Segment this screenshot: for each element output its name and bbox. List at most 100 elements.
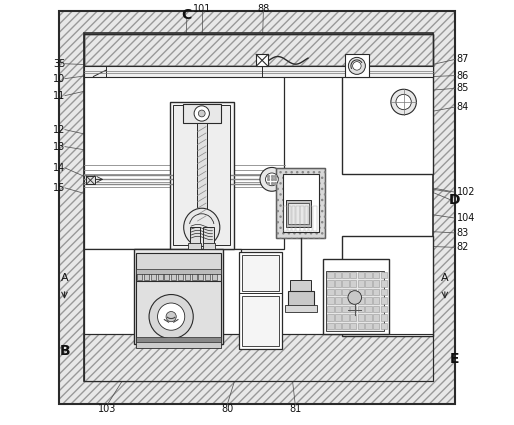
Text: 87: 87 xyxy=(457,54,469,65)
Text: 86: 86 xyxy=(457,71,469,81)
Bar xyxy=(350,323,356,329)
Bar xyxy=(144,271,149,280)
Circle shape xyxy=(348,57,365,74)
Circle shape xyxy=(149,295,193,339)
Bar xyxy=(342,289,349,295)
Bar xyxy=(342,236,432,336)
Bar xyxy=(373,280,379,287)
Bar xyxy=(342,272,349,278)
Bar xyxy=(182,104,221,123)
Bar xyxy=(335,314,341,321)
Bar xyxy=(381,280,387,287)
Bar xyxy=(365,289,372,295)
Bar xyxy=(373,306,379,312)
Text: 81: 81 xyxy=(289,404,301,414)
Bar xyxy=(84,33,432,381)
Circle shape xyxy=(194,106,209,121)
Bar xyxy=(283,174,319,232)
Bar xyxy=(373,314,379,321)
Bar xyxy=(203,227,214,244)
Circle shape xyxy=(348,291,361,304)
Text: 13: 13 xyxy=(53,142,65,152)
Bar xyxy=(381,297,387,304)
Text: 88: 88 xyxy=(257,3,269,14)
Bar xyxy=(335,297,341,304)
Bar xyxy=(313,206,317,231)
Circle shape xyxy=(166,312,176,322)
Bar xyxy=(188,243,201,249)
Bar xyxy=(358,280,364,287)
Text: 84: 84 xyxy=(457,102,469,112)
Bar xyxy=(84,334,432,381)
Bar xyxy=(323,259,389,334)
Circle shape xyxy=(353,62,361,70)
Bar xyxy=(136,269,221,274)
Bar xyxy=(158,271,162,280)
Bar xyxy=(84,334,432,381)
Bar xyxy=(198,271,204,280)
Bar xyxy=(345,54,369,77)
Bar xyxy=(381,314,387,321)
Bar xyxy=(335,323,341,329)
Text: B: B xyxy=(60,344,70,357)
Text: 11: 11 xyxy=(53,91,65,101)
Text: 35: 35 xyxy=(53,59,65,69)
Circle shape xyxy=(158,303,185,330)
Circle shape xyxy=(396,94,411,110)
Bar xyxy=(300,206,304,231)
Bar xyxy=(84,334,432,381)
Text: A: A xyxy=(61,272,68,283)
Bar xyxy=(296,206,300,231)
Bar xyxy=(358,323,364,329)
Bar xyxy=(212,271,217,280)
Bar xyxy=(358,306,364,312)
Bar xyxy=(335,280,341,287)
Bar xyxy=(84,66,432,76)
Bar xyxy=(136,253,221,280)
Bar xyxy=(373,272,379,278)
Text: D: D xyxy=(449,193,461,207)
Bar xyxy=(276,168,325,238)
Circle shape xyxy=(198,110,205,117)
Bar xyxy=(342,314,349,321)
Bar xyxy=(190,227,200,244)
Bar xyxy=(358,297,364,304)
Bar xyxy=(134,249,223,344)
Text: 15: 15 xyxy=(53,183,65,193)
Bar xyxy=(327,314,334,321)
Text: 83: 83 xyxy=(457,228,469,238)
Bar xyxy=(326,271,383,331)
Bar xyxy=(350,289,356,295)
Bar xyxy=(350,280,356,287)
Bar xyxy=(342,66,432,174)
Bar xyxy=(136,337,221,342)
Bar xyxy=(358,289,364,295)
Bar xyxy=(151,271,156,280)
Bar xyxy=(292,206,295,231)
Bar xyxy=(185,271,190,280)
Bar xyxy=(373,297,379,304)
Text: 101: 101 xyxy=(193,3,211,14)
Bar xyxy=(192,271,197,280)
Bar xyxy=(365,297,372,304)
Bar xyxy=(365,314,372,321)
Bar xyxy=(276,168,325,238)
Bar xyxy=(327,272,334,278)
Bar xyxy=(381,306,387,312)
Bar xyxy=(350,272,356,278)
Bar xyxy=(358,314,364,321)
Bar xyxy=(365,306,372,312)
Bar xyxy=(365,323,372,329)
Bar xyxy=(327,289,334,295)
Text: 12: 12 xyxy=(53,125,65,135)
Bar xyxy=(381,289,387,295)
Text: 10: 10 xyxy=(53,74,65,84)
Text: 102: 102 xyxy=(457,187,475,197)
Bar xyxy=(84,34,432,66)
Bar xyxy=(84,34,432,66)
Bar xyxy=(164,271,170,280)
Bar xyxy=(365,272,372,278)
Bar xyxy=(288,291,314,306)
Bar xyxy=(242,296,279,346)
Bar xyxy=(342,280,349,287)
